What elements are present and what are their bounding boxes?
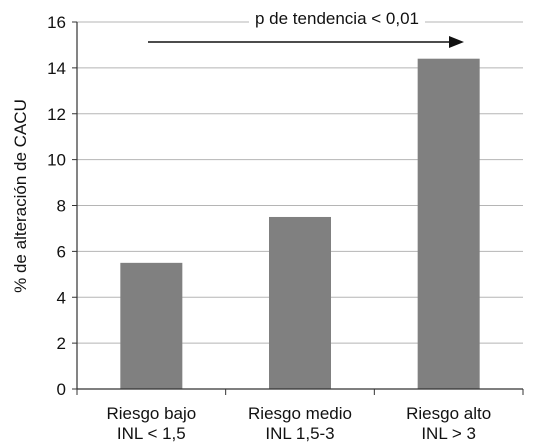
category-label-line1: Riesgo bajo (106, 404, 196, 423)
y-tick-label: 4 (57, 288, 66, 307)
trend-arrow-head (449, 36, 464, 48)
y-tick-label: 8 (57, 197, 66, 216)
category-label-line2: INL < 1,5 (117, 424, 186, 443)
tick-labels: 0 2 4 6 8 10 12 14 16 (47, 13, 66, 399)
bar (120, 262, 183, 389)
y-tick-label: 16 (47, 13, 66, 32)
category-label-line1: Riesgo alto (406, 404, 491, 423)
category-label-line2: INL > 3 (421, 424, 476, 443)
y-axis-label: % de alteración de CACU (11, 99, 30, 293)
trend-annotation-text: p de tendencia < 0,01 (255, 9, 419, 28)
y-tick-label: 0 (57, 380, 66, 399)
y-tick-label: 14 (47, 59, 66, 78)
annotation-background (249, 9, 425, 28)
y-tick-label: 10 (47, 151, 66, 170)
bar (269, 216, 331, 389)
trend-annotation: p de tendencia < 0,01 (148, 9, 464, 48)
bars (120, 58, 480, 389)
y-tick-label: 12 (47, 105, 66, 124)
bar (417, 58, 480, 389)
category-label-line2: INL 1,5-3 (265, 424, 334, 443)
category-label-line1: Riesgo medio (248, 404, 352, 423)
axes (72, 21, 524, 395)
y-tick-label: 2 (57, 334, 66, 353)
y-tick-label: 6 (57, 242, 66, 261)
